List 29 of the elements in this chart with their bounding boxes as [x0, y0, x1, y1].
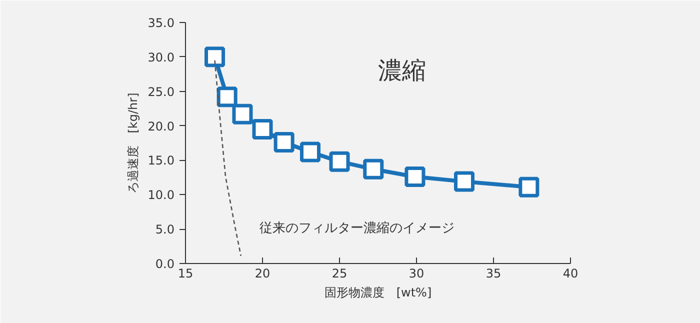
point	[274, 132, 294, 153]
y-tick-label: 10.0	[148, 188, 174, 202]
point	[454, 171, 474, 192]
point	[300, 142, 320, 162]
x-axis-title: 固形物濃度 [wt%]	[324, 286, 432, 300]
x-tick-label: 30	[408, 266, 424, 280]
x-tick-label: 25	[332, 266, 348, 280]
y-tick-label: 20.0	[148, 119, 174, 134]
y-tick-label: 25.0	[148, 84, 174, 99]
annotation: 従来のフィルター濃縮のイメージ	[259, 220, 454, 236]
point	[216, 86, 238, 108]
point	[518, 176, 540, 198]
point	[363, 158, 384, 180]
y-tick-label: 0.0	[155, 257, 175, 271]
y-tick-label: 35.0	[148, 16, 174, 30]
y-tick-label: 30.0	[148, 50, 174, 64]
x-tick-label: 20	[254, 266, 270, 280]
x-tick-label: 40	[562, 266, 578, 280]
y-tick-label: 15.0	[148, 154, 174, 168]
x-tick-label: 15	[178, 266, 194, 280]
y-tick-label: 5.0	[155, 222, 175, 237]
point	[329, 151, 350, 172]
point	[204, 46, 226, 68]
point	[252, 118, 273, 140]
x-tick-label: 35	[486, 266, 502, 280]
annotation: 濃縮	[378, 56, 426, 84]
point	[232, 104, 253, 124]
y-axis-title: ろ過速度 [kg/hr]	[126, 92, 140, 194]
point	[404, 166, 426, 187]
